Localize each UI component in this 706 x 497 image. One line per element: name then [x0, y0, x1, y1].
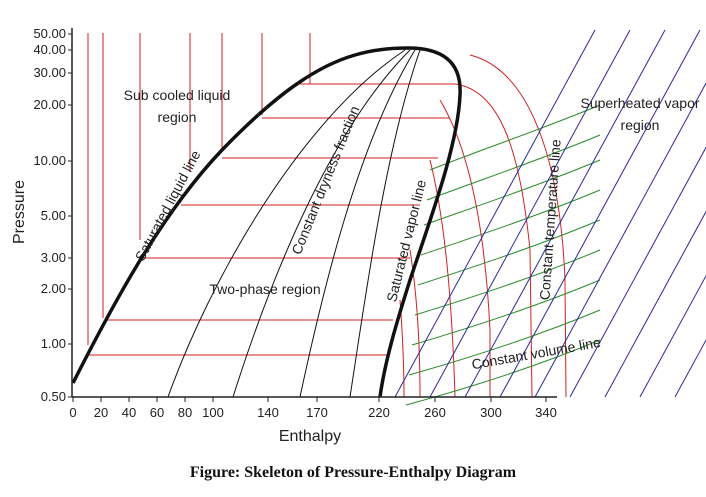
y-tick-label: 2.00	[41, 281, 66, 296]
x-axis-title: Enthalpy	[279, 428, 341, 445]
isotherm-line	[439, 99, 491, 397]
isotherm-line	[454, 83, 533, 398]
constant-dryness-lines	[167, 49, 421, 398]
y-axis-title: Pressure	[11, 180, 28, 244]
dryness-fraction-line	[232, 49, 411, 398]
y-tick-label: 1.00	[41, 336, 66, 351]
y-tick-label: 40.00	[33, 42, 66, 57]
subcooled-region-label-line1: Sub cooled liquid	[124, 87, 231, 103]
y-tick-label: 20.00	[33, 97, 66, 112]
constant-volume-line	[414, 249, 601, 316]
x-tick-label: 340	[535, 405, 557, 420]
constant-entropy-lines	[394, 29, 706, 398]
x-tick-label: 100	[202, 405, 224, 420]
x-tick-label: 0	[69, 405, 76, 420]
constant-entropy-line	[499, 29, 701, 398]
dryness-fraction-line	[167, 49, 406, 398]
saturated-vapor-line	[378, 46, 462, 398]
dryness-fraction-line	[299, 49, 416, 398]
y-tick-marks	[68, 33, 72, 398]
y-tick-label: 5.00	[41, 208, 66, 223]
constant-entropy-line	[429, 29, 631, 398]
y-tick-label: 30.00	[33, 65, 66, 80]
subcooled-isotherm-lines	[87, 33, 311, 345]
constant-dryness-label: Constant dryness fraction	[288, 104, 362, 257]
x-tick-label: 80	[178, 405, 192, 420]
constant-entropy-line	[394, 29, 596, 398]
x-tick-label: 20	[94, 405, 108, 420]
constant-entropy-line	[569, 146, 706, 398]
x-tick-marks	[72, 397, 547, 402]
constant-volume-line	[420, 189, 601, 256]
x-tick-label: 170	[306, 405, 328, 420]
x-tick-label: 220	[368, 405, 390, 420]
saturated-liquid-line	[71, 46, 409, 384]
isotherm-line	[469, 54, 567, 398]
constant-volume-line	[411, 279, 601, 346]
y-tick-label: 10.00	[33, 153, 66, 168]
constant-entropy-line	[639, 274, 706, 398]
dryness-fraction-line	[349, 49, 421, 398]
y-tick-label: 3.00	[41, 250, 66, 265]
saturated-liquid-line-label: Saturated liquid line	[132, 147, 204, 263]
isotherm-line	[429, 159, 456, 398]
two-phase-region-label: Two-phase region	[209, 281, 320, 297]
x-tick-label: 300	[480, 405, 502, 420]
constant-entropy-line	[674, 339, 706, 398]
x-tick-label: 140	[257, 405, 279, 420]
constant-volume-line	[426, 134, 601, 201]
x-tick-label: 260	[424, 405, 446, 420]
y-tick-label: 0.50	[41, 389, 66, 404]
superheated-region-label-line1: Superheated vapor	[580, 95, 699, 111]
superheated-region-label-line2: region	[621, 117, 660, 133]
subcooled-region-label-line2: region	[158, 109, 197, 125]
constant-volume-line	[423, 159, 601, 226]
constant-volume-line	[417, 219, 601, 286]
constant-entropy-line	[464, 29, 666, 398]
x-tick-label: 60	[150, 405, 164, 420]
figure-caption: Figure: Skeleton of Pressure-Enthalpy Di…	[189, 464, 517, 481]
x-tick-label: 40	[122, 405, 136, 420]
constant-entropy-line	[604, 210, 706, 398]
x-tick-labels: 0 20 40 60 80 100 140 170 220 260 300 340	[69, 405, 556, 420]
constant-entropy-line	[534, 82, 706, 398]
y-tick-label: 50.00	[33, 26, 66, 41]
